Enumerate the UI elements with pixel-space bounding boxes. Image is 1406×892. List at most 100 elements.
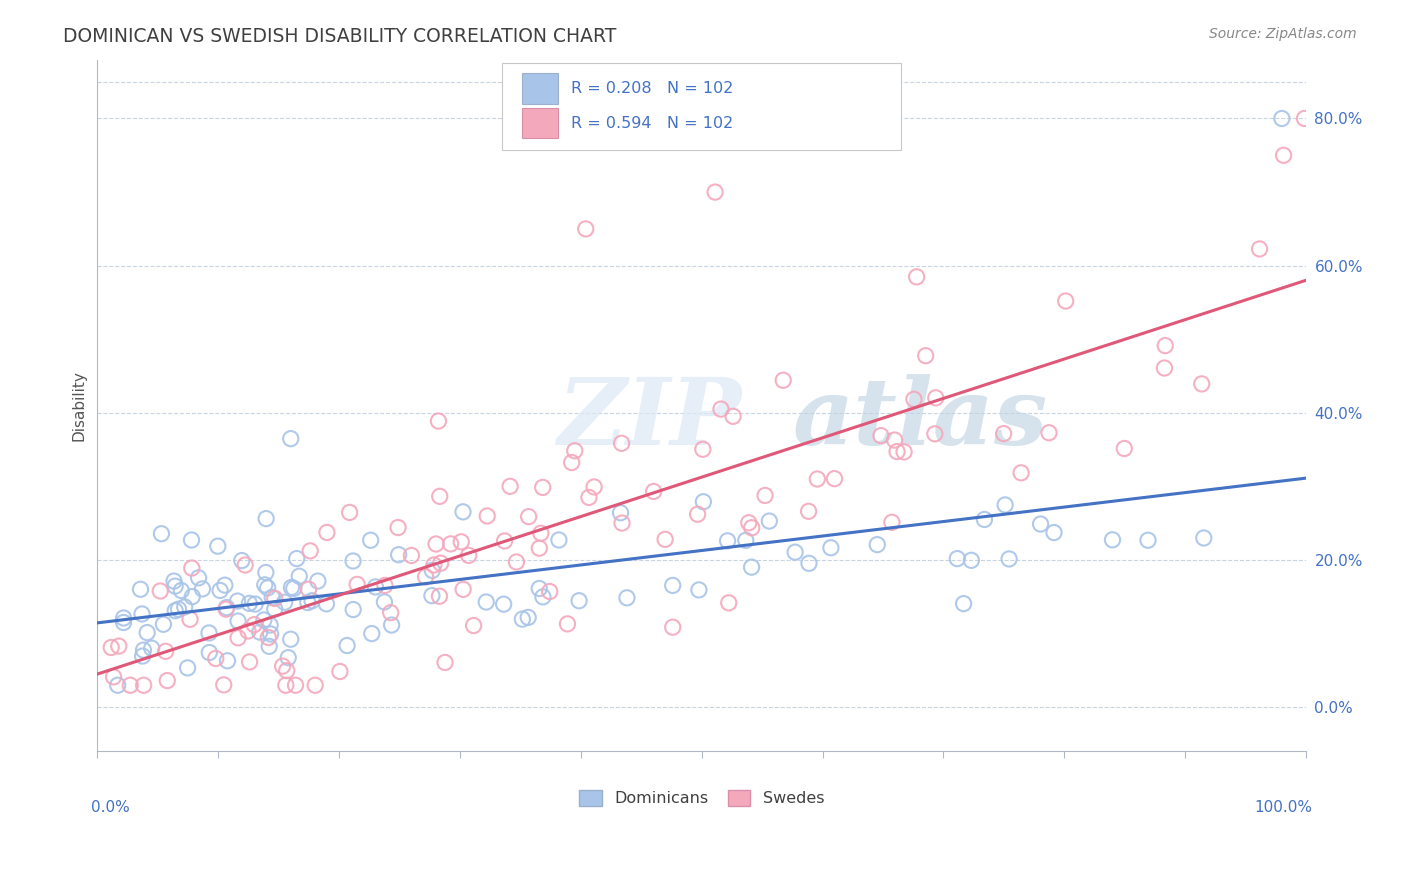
Point xyxy=(316,525,339,540)
Point xyxy=(517,509,540,524)
Point xyxy=(112,615,135,630)
Point xyxy=(880,516,903,530)
Point xyxy=(440,537,463,551)
Point xyxy=(531,480,554,494)
Point xyxy=(797,504,820,518)
Point xyxy=(209,583,232,598)
Point xyxy=(425,537,447,551)
Point xyxy=(276,664,298,678)
Point xyxy=(893,445,915,459)
Point xyxy=(132,678,155,692)
Point xyxy=(704,185,727,199)
Point xyxy=(583,480,606,494)
Text: DOMINICAN VS SWEDISH DISABILITY CORRELATION CHART: DOMINICAN VS SWEDISH DISABILITY CORRELAT… xyxy=(63,27,617,45)
Point xyxy=(1192,531,1215,545)
Point xyxy=(254,511,277,525)
Point xyxy=(156,673,179,688)
Point xyxy=(420,563,443,577)
Point xyxy=(364,580,387,594)
Point xyxy=(420,589,443,603)
Point xyxy=(429,589,451,603)
Point xyxy=(233,558,256,572)
Point xyxy=(499,479,522,493)
Point xyxy=(758,514,780,528)
Point xyxy=(280,632,302,647)
Point xyxy=(388,548,411,562)
Point xyxy=(994,498,1017,512)
Point xyxy=(243,617,266,632)
Point xyxy=(1294,112,1316,126)
Point xyxy=(256,581,278,595)
Point xyxy=(152,617,174,632)
Point xyxy=(170,583,193,598)
Point xyxy=(132,643,155,657)
Point xyxy=(721,409,744,424)
Point xyxy=(734,533,756,548)
Point xyxy=(215,600,238,615)
Text: R = 0.208   N = 102: R = 0.208 N = 102 xyxy=(571,81,734,96)
Point xyxy=(914,349,936,363)
Point xyxy=(131,648,153,663)
Point xyxy=(207,539,229,553)
Point xyxy=(451,505,474,519)
Legend: Dominicans, Swedes: Dominicans, Swedes xyxy=(572,784,831,813)
Point xyxy=(129,582,152,597)
FancyBboxPatch shape xyxy=(502,63,901,150)
Point xyxy=(165,579,187,593)
Point xyxy=(301,593,323,607)
Point xyxy=(973,512,995,526)
Point xyxy=(374,578,396,592)
Point xyxy=(450,534,472,549)
Point xyxy=(181,590,204,604)
Point xyxy=(339,505,361,519)
Point xyxy=(280,432,302,446)
Point xyxy=(925,391,948,405)
Point xyxy=(285,551,308,566)
Point xyxy=(360,626,382,640)
Point xyxy=(1038,425,1060,440)
Text: atlas: atlas xyxy=(793,375,1047,465)
Point xyxy=(517,610,540,624)
Point xyxy=(429,489,451,503)
Point xyxy=(257,631,280,645)
Point xyxy=(710,402,733,417)
Point xyxy=(434,656,457,670)
Point xyxy=(112,611,135,625)
Point xyxy=(960,553,983,567)
Point xyxy=(575,222,598,236)
Point xyxy=(512,612,534,626)
Point xyxy=(820,541,842,555)
Point xyxy=(180,533,202,547)
Point xyxy=(1010,466,1032,480)
Point xyxy=(905,269,928,284)
Point xyxy=(107,678,129,692)
Point xyxy=(346,577,368,591)
Point xyxy=(1154,338,1177,352)
Point xyxy=(1191,376,1213,391)
Point xyxy=(870,428,893,442)
Point xyxy=(180,561,202,575)
Point xyxy=(257,640,280,654)
Point xyxy=(149,584,172,599)
Point xyxy=(529,541,551,556)
Point xyxy=(1101,533,1123,547)
FancyBboxPatch shape xyxy=(522,73,558,103)
Point xyxy=(297,582,319,597)
Point xyxy=(686,507,709,521)
Point xyxy=(866,538,889,552)
Point xyxy=(277,650,299,665)
Point xyxy=(1153,361,1175,376)
Point xyxy=(179,612,201,626)
Point xyxy=(214,578,236,592)
Point xyxy=(226,631,249,645)
Point xyxy=(342,554,364,568)
Point xyxy=(741,521,763,535)
Point xyxy=(423,558,446,572)
Text: ZIP: ZIP xyxy=(557,375,741,465)
Text: 100.0%: 100.0% xyxy=(1254,800,1312,815)
Point xyxy=(236,624,259,638)
Point xyxy=(993,426,1015,441)
Point xyxy=(307,574,329,588)
Point xyxy=(692,494,714,508)
Point xyxy=(692,442,714,457)
